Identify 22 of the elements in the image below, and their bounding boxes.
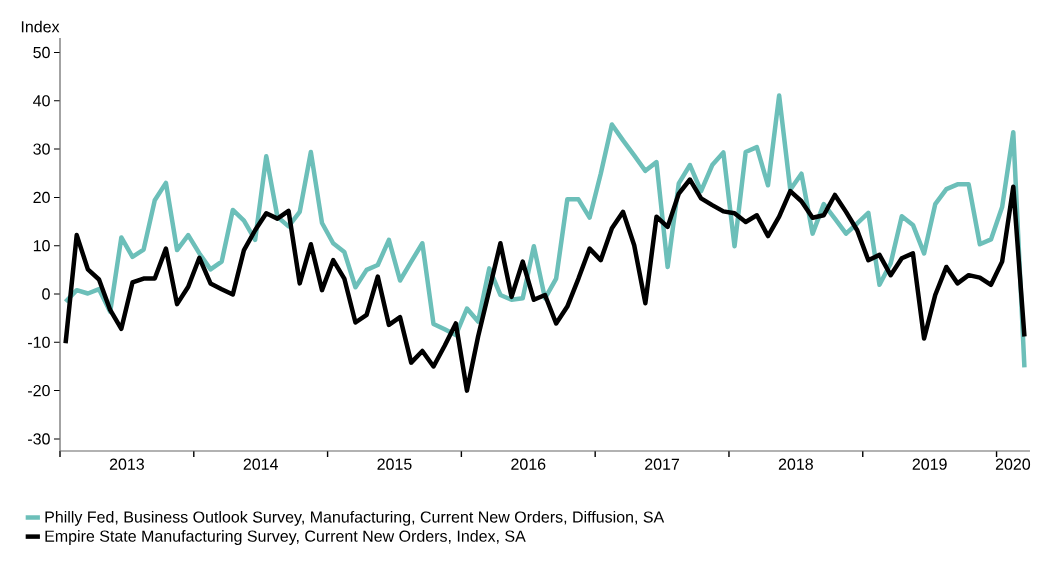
x-tick-label: 2018: [778, 458, 813, 470]
y-tick-label: 10: [33, 240, 50, 252]
y-tick-label: -10: [28, 336, 50, 348]
y-tick-label: 40: [33, 95, 50, 107]
x-tick-label: 2013: [109, 458, 144, 470]
y-tick-label: -30: [28, 433, 50, 445]
x-tick-label: 2015: [377, 458, 412, 470]
y-tick-label: -20: [28, 384, 50, 397]
y-tick-label: 30: [33, 143, 50, 155]
x-tick-label: 2019: [912, 458, 947, 470]
line-series: [63, 93, 1027, 370]
y-tick-label: 20: [33, 191, 50, 204]
y-tick-label: 0: [42, 288, 50, 300]
x-tick-label: 2020: [995, 458, 1031, 470]
x-tick-label: 2014: [243, 458, 278, 470]
legend-label: Empire State Manufacturing Survey, Current New Orders, Index, SA: [45, 530, 526, 545]
y-axis-title: Index: [21, 20, 60, 33]
legend-label: Philly Fed, Business Outlook Survey, Manufacturing, Current New Orders, Diffusion, SA: [45, 510, 665, 526]
x-tick-label: 2017: [645, 458, 680, 470]
x-tick-label: 2016: [511, 458, 546, 470]
y-tick-label: 50: [33, 46, 50, 59]
line-series: [63, 177, 1027, 393]
